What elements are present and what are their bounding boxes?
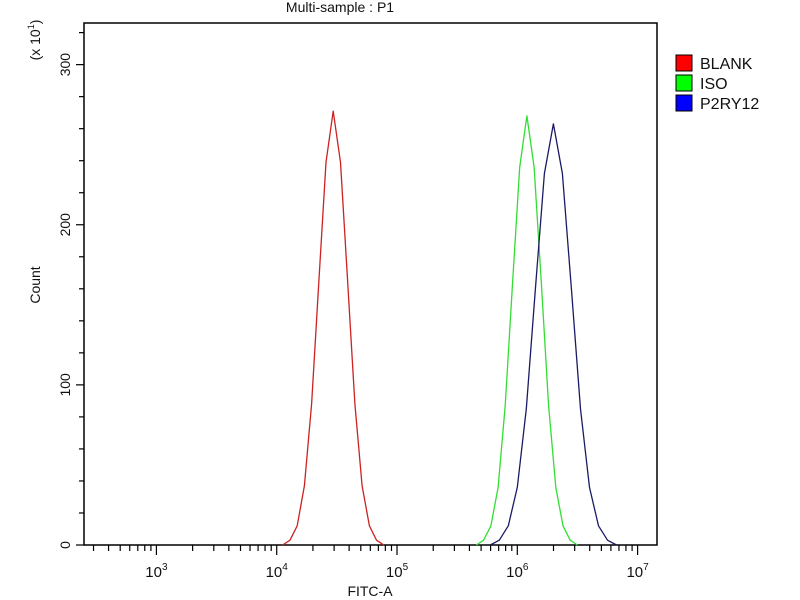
x-tick-label: 104 (266, 562, 289, 581)
x-tick-label: 103 (145, 562, 168, 581)
y-tick-label: 300 (57, 53, 73, 77)
legend: BLANK ISO P2RY12 (675, 54, 759, 113)
y-tick-label: 0 (57, 541, 73, 549)
legend-swatch (675, 74, 693, 92)
series-group (282, 110, 617, 546)
y-multiplier: (x 101) (26, 20, 43, 61)
y-axis-label: Count (27, 266, 43, 303)
x-axis-label: FITC-A (347, 583, 393, 599)
series-line-iso (476, 115, 578, 546)
legend-label: BLANK (700, 56, 753, 73)
y-tick-label: 100 (57, 373, 73, 397)
legend-label: ISO (700, 76, 728, 93)
series-line-p2ry12 (489, 123, 617, 546)
y-axis: 0 100 200 300 (57, 32, 84, 549)
y-tick-label: 200 (57, 213, 73, 237)
chart-title: Multi-sample : P1 (286, 0, 394, 15)
x-tick-label: 105 (386, 562, 409, 581)
x-axis: 103 104 105 106 107 (92, 545, 649, 581)
legend-swatch (675, 94, 693, 112)
legend-swatch (675, 54, 693, 72)
x-tick-label: 107 (626, 562, 649, 581)
series-line-blank (282, 110, 385, 546)
legend-label: P2RY12 (700, 96, 759, 113)
x-tick-label: 106 (506, 562, 529, 581)
